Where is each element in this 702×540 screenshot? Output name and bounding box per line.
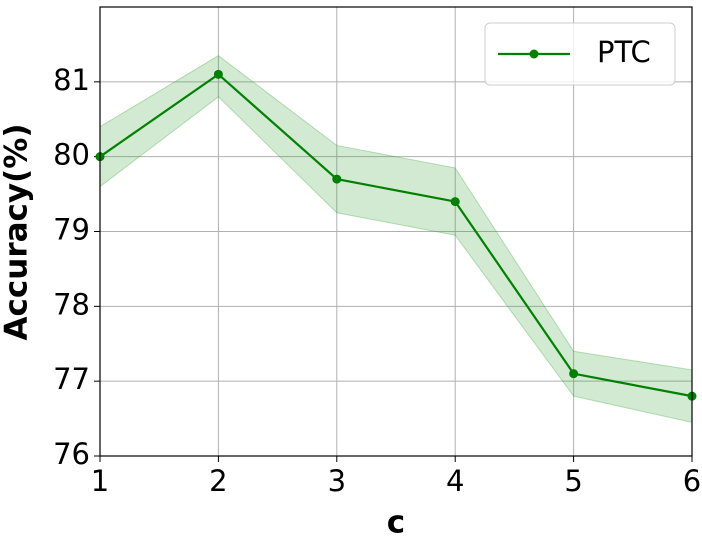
x-tick-label: 4 (446, 464, 464, 498)
legend-label: PTC (597, 35, 651, 69)
y-tick-label: 81 (53, 63, 90, 97)
y-tick-label: 79 (53, 213, 90, 247)
point (569, 369, 579, 379)
y-tick-label: 80 (53, 138, 90, 172)
x-tick-label: 6 (683, 464, 701, 498)
x-axis-label: c (387, 505, 405, 540)
legend: PTC (484, 22, 676, 86)
point (450, 197, 460, 207)
y-tick-label: 77 (53, 362, 90, 396)
line (99, 72, 693, 398)
point (213, 69, 223, 79)
x-tick-label: 3 (328, 464, 346, 498)
y-axis-label: Accuracy(%) (0, 124, 35, 341)
legend-box (484, 22, 676, 86)
point (332, 174, 342, 184)
y-tick-label: 78 (53, 287, 90, 321)
confidence-band (99, 55, 693, 423)
plot-frame (99, 6, 693, 457)
legend-marker (529, 49, 539, 59)
x-tick-label: 5 (564, 464, 582, 498)
x-tick-label: 1 (91, 464, 109, 498)
x-tick-label: 2 (209, 464, 227, 498)
y-tick-label: 76 (53, 437, 90, 471)
